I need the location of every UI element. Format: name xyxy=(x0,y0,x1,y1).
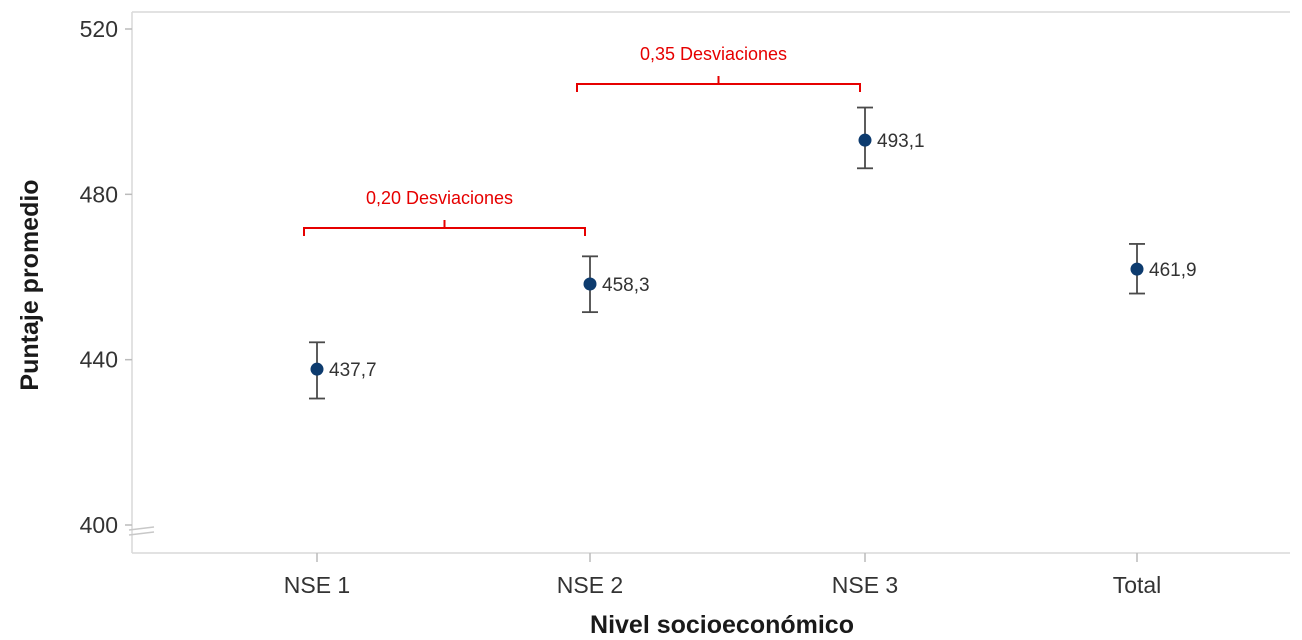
y-tick-label: 480 xyxy=(80,181,118,207)
y-axis-title: Puntaje promedio xyxy=(16,179,44,390)
x-tick-label: NSE 2 xyxy=(557,572,623,598)
bracket-line xyxy=(576,76,861,92)
y-tick-label: 400 xyxy=(80,512,118,538)
annotation-label: 0,35 Desviaciones xyxy=(640,44,787,64)
x-tick-label: NSE 1 xyxy=(284,572,350,598)
y-tick-label: 520 xyxy=(80,16,118,42)
x-tick-label: Total xyxy=(1113,572,1162,598)
annotations: 0,20 Desviaciones 0,35 Desviaciones xyxy=(303,44,861,236)
x-tick-label: NSE 3 xyxy=(832,572,898,598)
annotation-bracket: 0,20 Desviaciones xyxy=(303,188,586,236)
annotation-label: 0,20 Desviaciones xyxy=(366,188,513,208)
x-axis-title: Nivel socioeconómico xyxy=(590,611,854,639)
data-label: 461,9 xyxy=(1149,260,1197,281)
data-label: 437,7 xyxy=(329,360,377,381)
y-tick-label: 440 xyxy=(80,347,118,373)
data-label: 493,1 xyxy=(877,131,925,152)
axis-break-mark xyxy=(128,531,155,536)
data-point xyxy=(858,133,872,147)
data-point xyxy=(1130,262,1144,276)
data-label: 458,3 xyxy=(602,275,650,296)
data-point xyxy=(310,362,324,376)
axis-break-mark xyxy=(128,526,155,531)
annotation-bracket: 0,35 Desviaciones xyxy=(576,44,861,92)
marks: 437,7 458,3 493,1 461,9 xyxy=(309,106,1197,400)
data-point xyxy=(583,277,597,291)
axes: 400 440 480 520 NSE 1 NSE 2 NSE 3 Total xyxy=(80,11,1290,598)
bracket-line xyxy=(303,220,586,236)
